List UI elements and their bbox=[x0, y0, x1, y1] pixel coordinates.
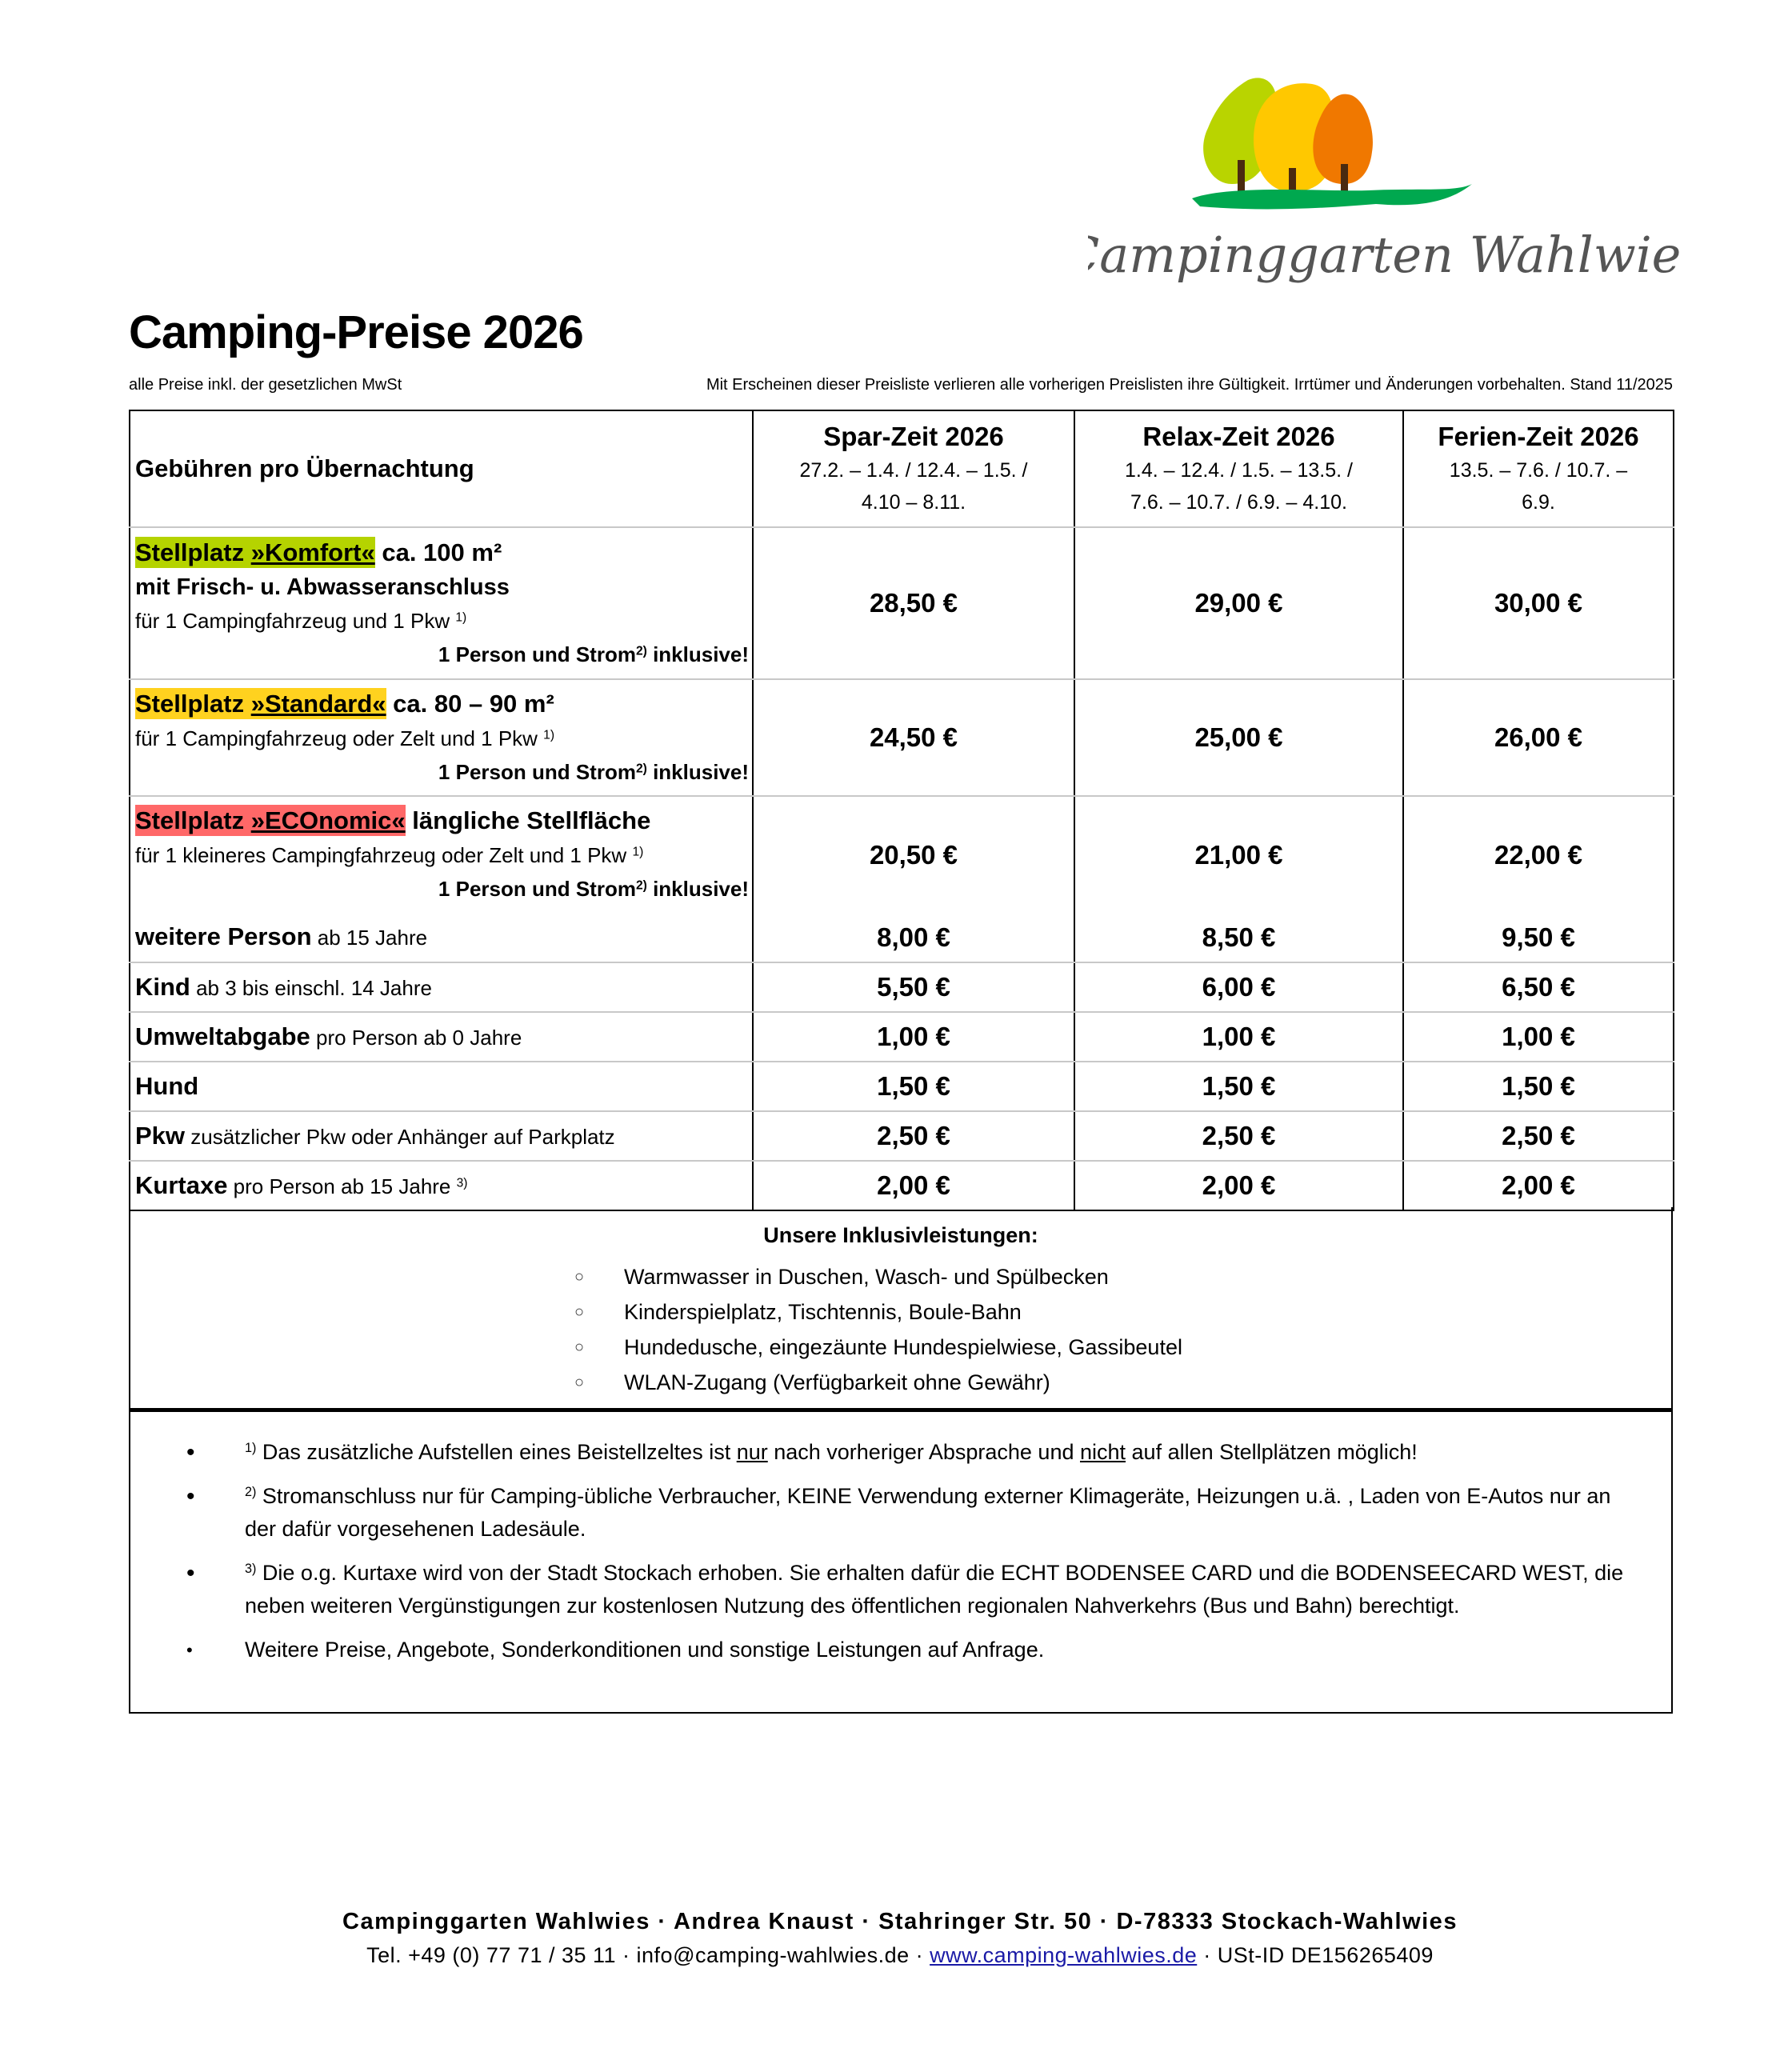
price-cell: 20,50 € bbox=[753, 796, 1075, 913]
price-cell: 28,50 € bbox=[753, 527, 1075, 680]
circle-bullet-icon: ○ bbox=[574, 1338, 585, 1356]
price-cell: 2,00 € bbox=[1074, 1161, 1404, 1210]
inclusive-title: Unsere Inklusivleistungen: bbox=[763, 1223, 1038, 1247]
footnote-1: • 1) Das zusätzliche Aufstellen eines Bei… bbox=[186, 1439, 1418, 1466]
logo: Campinggarten Wahlwies bbox=[1088, 78, 1680, 284]
logo-trees-icon bbox=[1192, 78, 1472, 210]
season-header: Spar-Zeit 2026 27.2. – 1.4. / 12.4. – 1.5… bbox=[753, 410, 1075, 528]
season-header: Relax-Zeit 2026 1.4. – 12.4. / 1.5. – 13.… bbox=[1074, 410, 1404, 528]
pitch-row: Stellplatz »Standard« ca. 80 – 90 m² für … bbox=[130, 679, 1674, 797]
price-cell: 22,00 € bbox=[1494, 839, 1583, 870]
extra-label: Pkw zusätzlicher Pkw oder Anhänger auf P… bbox=[130, 1111, 754, 1162]
table-header-row: Gebühren pro Übernachtung Spar-Zeit 2026… bbox=[130, 410, 1674, 528]
inclusive-item: ○ Kinderspielplatz, Tischtennis, Boule-Ba… bbox=[574, 1294, 1671, 1330]
extra-row: Pkw zusätzlicher Pkw oder Anhänger auf P… bbox=[130, 1111, 1674, 1162]
circle-bullet-icon: ○ bbox=[574, 1374, 585, 1391]
pitch-row: Stellplatz »Komfort« ca. 100 m² mit Frisc… bbox=[130, 527, 1674, 680]
extra-row: weitere Person ab 15 Jahre 8,00 €8,50 €9,… bbox=[130, 913, 1674, 963]
price-cell: 1,00 € bbox=[1403, 1012, 1674, 1062]
extra-label: Umweltabgabe pro Person ab 0 Jahre bbox=[130, 1012, 754, 1062]
footer-contact: Tel. +49 (0) 77 71 / 35 11 · info@campin… bbox=[366, 1943, 1434, 1967]
price-cell: 1,50 € bbox=[1403, 1062, 1674, 1112]
price-cell: 1,00 € bbox=[753, 1012, 1075, 1062]
price-cell: 30,00 € bbox=[1403, 527, 1674, 680]
price-cell: 9,50 € bbox=[1403, 913, 1674, 963]
price-table: Gebühren pro Übernachtung Spar-Zeit 2026… bbox=[129, 410, 1674, 1211]
price-cell: 21,00 € bbox=[1074, 796, 1404, 913]
price-cell: 1,00 € bbox=[1074, 1012, 1404, 1062]
subtitle: alle Preise inkl. der gesetzlichen MwSt … bbox=[129, 376, 1673, 394]
price-cell: 2,00 € bbox=[753, 1161, 1075, 1210]
inclusive-item: ○ Hundedusche, eingezäunte Hundespielwies… bbox=[574, 1330, 1671, 1365]
inclusive-list: ○ Warmwasser in Duschen, Wasch- und Spülb… bbox=[574, 1259, 1671, 1400]
footnotes: • 1) Das zusätzliche Aufstellen eines Bei… bbox=[129, 1410, 1673, 1714]
extra-row: Umweltabgabe pro Person ab 0 Jahre 1,00 €… bbox=[130, 1012, 1674, 1062]
extra-label: Hund bbox=[130, 1062, 754, 1112]
season-header: Ferien-Zeit 2026 13.5. – 7.6. / 10.7. –6.… bbox=[1403, 410, 1674, 528]
price-cell: 2,50 € bbox=[1403, 1111, 1674, 1162]
price-cell: 8,50 € bbox=[1074, 913, 1404, 963]
footer-address: Campinggarten Wahlwies · Andrea Knaust ·… bbox=[342, 1909, 1458, 1934]
price-cell: 1,50 € bbox=[753, 1062, 1075, 1112]
price-cell: 5,50 € bbox=[753, 962, 1075, 1013]
price-cell: 8,00 € bbox=[753, 913, 1075, 963]
pitch-highlight: Stellplatz »Standard« bbox=[135, 687, 386, 719]
price-cell: 25,00 € bbox=[1074, 679, 1404, 797]
page-title: Camping-Preise 2026 bbox=[129, 306, 584, 358]
footnote-4: • Weitere Preise, Angebote, Sonderkonditi… bbox=[186, 1638, 1045, 1662]
footer: Campinggarten Wahlwies · Andrea Knaust ·… bbox=[0, 1904, 1792, 1971]
inclusive-item: ○ Warmwasser in Duschen, Wasch- und Spülb… bbox=[574, 1259, 1671, 1294]
price-cell: 2,00 € bbox=[1502, 1170, 1575, 1200]
extra-label: weitere Person ab 15 Jahre bbox=[130, 913, 754, 963]
price-cell: 6,50 € bbox=[1403, 962, 1674, 1013]
price-cell: 6,00 € bbox=[1074, 962, 1404, 1013]
logo-text: Campinggarten Wahlwies bbox=[1088, 226, 1680, 284]
vat-note: alle Preise inkl. der gesetzlichen MwSt bbox=[129, 376, 402, 394]
pitch-highlight: Stellplatz »Komfort« bbox=[135, 536, 375, 568]
extra-label: Kurtaxe pro Person ab 15 Jahre 3) bbox=[130, 1161, 754, 1210]
circle-bullet-icon: ○ bbox=[574, 1268, 585, 1286]
extra-row: Kind ab 3 bis einschl. 14 Jahre 5,50 €6,0… bbox=[130, 962, 1674, 1013]
circle-bullet-icon: ○ bbox=[574, 1303, 585, 1321]
price-cell: 24,50 € bbox=[753, 679, 1075, 797]
pitch-label: Stellplatz »Komfort« ca. 100 m² mit Frisc… bbox=[130, 527, 754, 680]
extra-label: Kind ab 3 bis einschl. 14 Jahre bbox=[130, 962, 754, 1013]
pitch-label: Stellplatz »ECOnomic« längliche Stellflä… bbox=[130, 796, 754, 913]
validity-note: Mit Erscheinen dieser Preisliste verlier… bbox=[706, 376, 1673, 394]
footnote-3: • 3) Die o.g. Kurtaxe wird von der Stadt … bbox=[186, 1560, 1624, 1618]
pitch-label: Stellplatz »Standard« ca. 80 – 90 m² für … bbox=[130, 679, 754, 797]
header-label: Gebühren pro Übernachtung bbox=[130, 410, 754, 528]
pitch-highlight: Stellplatz »ECOnomic« bbox=[135, 805, 406, 836]
price-cell: 29,00 € bbox=[1074, 527, 1404, 680]
price-cell: 2,50 € bbox=[1074, 1111, 1404, 1162]
price-cell: 26,00 € bbox=[1403, 679, 1674, 797]
extra-row: Kurtaxe pro Person ab 15 Jahre 3) 2,00 €2… bbox=[130, 1161, 1674, 1210]
pitch-row: Stellplatz »ECOnomic« längliche Stellflä… bbox=[130, 796, 1674, 913]
website-link[interactable]: www.camping-wahlwies.de bbox=[930, 1943, 1198, 1967]
price-cell: 2,50 € bbox=[753, 1111, 1075, 1162]
price-cell: 1,50 € bbox=[1074, 1062, 1404, 1112]
extra-row: Hund 1,50 €1,50 €1,50 € bbox=[130, 1062, 1674, 1112]
inclusive-item: ○ WLAN-Zugang (Verfügbarkeit ohne Gewähr) bbox=[574, 1365, 1671, 1400]
footnote-2: • 2) Stromanschluss nur für Camping-üblic… bbox=[186, 1483, 1611, 1541]
inclusive-services: Unsere Inklusivleistungen: ○ Warmwasser i… bbox=[129, 1207, 1673, 1410]
